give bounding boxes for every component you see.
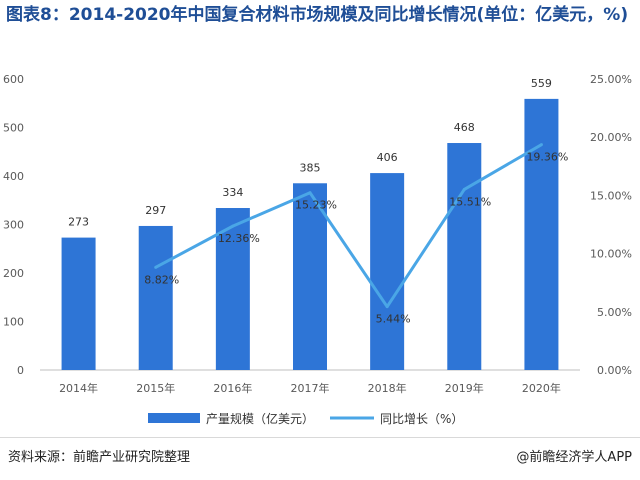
bar-4 [293,183,327,370]
y-right-tick-label: 5.00% [597,306,632,319]
growth-point [308,191,312,195]
footer-divider [0,437,640,438]
x-tick-label: 2015年 [136,381,175,395]
x-tick-label: 2014年 [59,381,98,395]
bar-value-label: 273 [68,216,89,229]
bar-2 [138,225,173,370]
brand-credit: @前瞻经济学人APP [516,450,632,465]
growth-value-label: 12.36% [218,232,260,245]
x-tick-label: 2016年 [213,381,252,395]
growth-value-label: 5.44% [376,313,411,326]
y-left-tick-label: 300 [3,219,24,232]
growth-point [385,305,389,309]
bar-7 [524,98,559,370]
y-left-tick-label: 0 [17,364,24,377]
growth-point [231,224,235,228]
bar-value-label: 406 [377,151,398,164]
y-left-tick-label: 400 [3,170,24,183]
bar-value-label: 297 [145,204,166,217]
bar-3 [215,208,250,370]
y-right-tick-label: 10.00% [590,248,632,261]
bar-value-label: 334 [222,186,243,199]
x-tick-label: 2018年 [368,381,407,395]
y-left-tick-label: 200 [3,267,24,280]
chart-title: 图表8：2014-2020年中国复合材料市场规模及同比增长情况(单位：亿美元，%… [6,5,629,25]
growth-value-label: 15.51% [449,195,491,208]
bar-5 [370,173,405,370]
y-right-tick-label: 20.00% [590,131,632,144]
y-right-tick-label: 15.00% [590,189,632,202]
y-right-tick-label: 25.00% [590,73,632,86]
source-note: 资料来源：前瞻产业研究院整理 [8,450,191,465]
y-left-tick-label: 500 [3,122,24,135]
growth-point [462,187,466,191]
growth-point [539,143,543,147]
bar-value-label: 385 [300,161,321,174]
legend-bar-swatch [148,413,200,423]
growth-value-label: 15.23% [295,199,337,212]
growth-value-label: 19.36% [526,151,568,164]
x-tick-label: 2020年 [522,381,561,395]
x-tick-label: 2017年 [291,381,330,395]
y-right-tick-label: 0.00% [597,364,632,377]
legend-line-label: 同比增长（%） [380,412,463,426]
bar-value-label: 468 [454,121,475,134]
growth-point [154,265,158,269]
bar-1 [61,237,96,370]
x-tick-label: 2019年 [445,381,484,395]
chart-canvas: 0 100 200 300 400 500 600 0.00% 5.00% 10.00% 15.00… [3,73,632,426]
y-left-tick-label: 100 [3,316,24,329]
bar-value-label: 559 [531,77,552,90]
growth-value-label: 8.82% [144,273,179,286]
bar-6 [447,143,482,370]
y-left-tick-label: 600 [3,73,24,86]
legend-bar-label: 产量规模（亿美元） [206,411,314,426]
growth-line [155,143,543,309]
